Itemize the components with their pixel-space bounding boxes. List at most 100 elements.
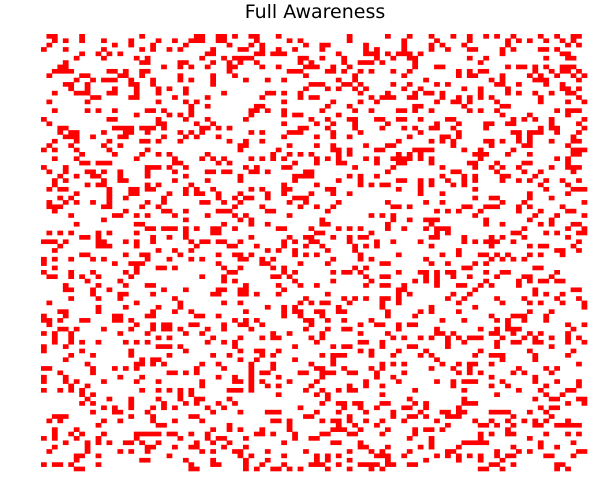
heatmap-cell <box>68 68 75 74</box>
heatmap-cell <box>576 138 582 144</box>
heatmap-cell <box>248 186 255 192</box>
heatmap-cell <box>341 309 348 314</box>
heatmap-cell <box>79 252 85 258</box>
heatmap-cell <box>384 427 391 432</box>
heatmap-cell <box>363 156 369 162</box>
heatmap-cell <box>133 269 140 275</box>
heatmap-cell <box>559 278 566 284</box>
heatmap-cell <box>73 466 80 472</box>
heatmap-cell <box>570 73 577 78</box>
heatmap-cell <box>401 370 408 376</box>
heatmap-cell <box>51 182 58 188</box>
heatmap-cell <box>319 462 326 467</box>
heatmap-cell <box>423 226 429 231</box>
heatmap-cell <box>516 326 522 332</box>
heatmap-cell <box>319 431 326 437</box>
heatmap-cell <box>565 208 571 214</box>
heatmap-cell <box>237 409 244 415</box>
heatmap-cell <box>188 309 195 314</box>
heatmap-cell <box>494 422 500 428</box>
heatmap-cell <box>172 309 178 314</box>
heatmap-cell <box>161 265 167 271</box>
heatmap-cell <box>210 291 217 297</box>
heatmap-cell <box>259 322 266 328</box>
heatmap-cell <box>90 287 96 293</box>
heatmap-cell <box>133 366 140 371</box>
heatmap-cell <box>455 130 462 135</box>
heatmap-cell <box>243 213 249 218</box>
heatmap-cell <box>95 160 102 166</box>
heatmap-cell <box>106 195 113 201</box>
heatmap-cell <box>243 195 249 201</box>
heatmap-cell <box>248 169 255 175</box>
heatmap-cell <box>150 418 156 424</box>
heatmap-cell <box>128 449 135 454</box>
heatmap-cell <box>117 143 124 148</box>
heatmap-cell <box>150 235 156 240</box>
heatmap-cell <box>286 418 293 424</box>
heatmap-cell <box>232 252 238 258</box>
heatmap-cell <box>188 248 195 253</box>
heatmap-cell <box>341 60 348 65</box>
heatmap-cell <box>363 296 369 301</box>
heatmap-cell <box>182 117 189 122</box>
heatmap-cell <box>352 243 358 249</box>
heatmap-cell <box>346 173 353 179</box>
heatmap-cell <box>79 151 85 157</box>
heatmap-cell <box>144 252 151 258</box>
heatmap-cell <box>161 401 167 406</box>
heatmap-cell <box>177 396 184 402</box>
heatmap-cell <box>166 370 173 376</box>
heatmap-cell <box>57 418 64 424</box>
heatmap-cell <box>144 130 151 135</box>
heatmap-cell <box>51 34 58 39</box>
heatmap-cell <box>155 396 162 402</box>
heatmap-cell <box>455 405 462 411</box>
heatmap-cell <box>439 42 446 48</box>
heatmap-cell <box>450 274 457 280</box>
heatmap-cell <box>554 444 560 450</box>
heatmap-cell <box>581 396 588 402</box>
heatmap-cell <box>472 186 479 192</box>
heatmap-cell <box>73 90 80 96</box>
heatmap-cell <box>455 409 462 415</box>
heatmap-cell <box>532 213 539 218</box>
heatmap-cell <box>516 204 522 210</box>
heatmap-cell <box>570 169 577 175</box>
heatmap-cell <box>215 436 222 441</box>
heatmap-cell <box>215 160 222 166</box>
heatmap-cell <box>193 322 200 328</box>
heatmap-cell <box>570 165 577 170</box>
heatmap-cell <box>286 466 293 472</box>
heatmap-cell <box>319 401 326 406</box>
heatmap-cell <box>324 318 331 323</box>
heatmap-cell <box>565 322 571 328</box>
heatmap-cell <box>406 51 413 57</box>
heatmap-cell <box>559 462 566 467</box>
heatmap-cell <box>281 165 287 170</box>
heatmap-cell <box>281 226 287 231</box>
heatmap-cell <box>314 134 320 140</box>
heatmap-cell <box>439 361 446 367</box>
heatmap-cell <box>275 383 282 389</box>
heatmap-cell <box>390 68 397 74</box>
heatmap-cell <box>526 138 533 144</box>
heatmap-cell <box>466 204 473 210</box>
heatmap-cell <box>144 169 151 175</box>
heatmap-cell <box>319 42 326 48</box>
heatmap-cell <box>330 121 337 127</box>
heatmap-cell <box>221 300 227 306</box>
heatmap-cell <box>461 387 468 393</box>
heatmap-cell <box>253 108 260 113</box>
heatmap-cell <box>319 309 326 314</box>
heatmap-cell <box>314 230 320 236</box>
heatmap-cell <box>379 147 386 153</box>
heatmap-cell <box>199 55 206 61</box>
heatmap-cell <box>41 436 47 441</box>
heatmap-cell <box>95 422 102 428</box>
heatmap-cell <box>390 239 397 245</box>
heatmap-cell <box>548 274 555 280</box>
heatmap-cell <box>466 47 473 52</box>
heatmap-cell <box>232 387 238 393</box>
heatmap-cell <box>243 291 249 297</box>
